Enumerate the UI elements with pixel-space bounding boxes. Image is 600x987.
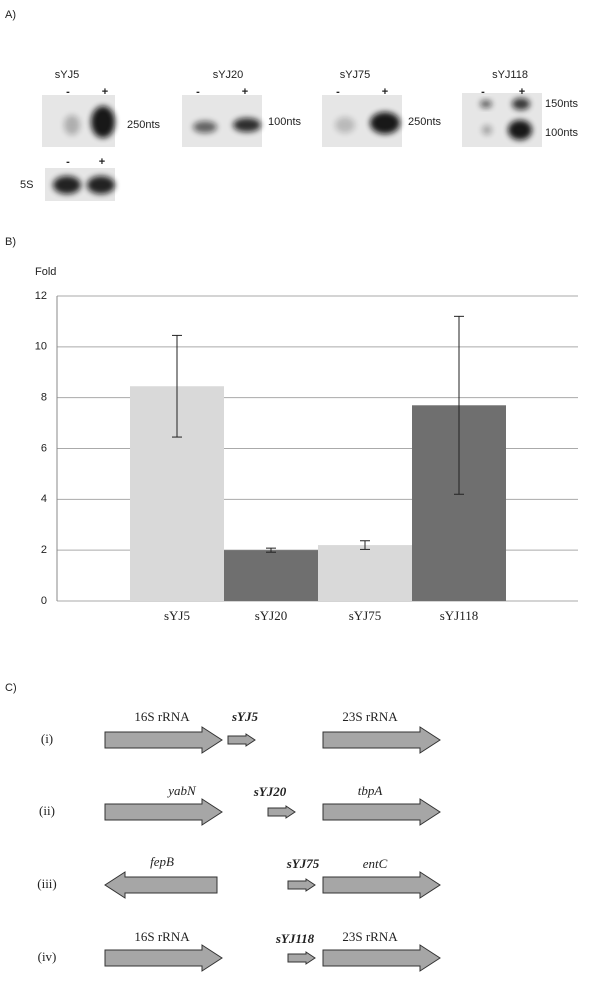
bar	[318, 545, 412, 601]
blot-band	[508, 120, 532, 140]
panel-label: A)	[5, 9, 16, 21]
lane-label: +	[102, 86, 108, 98]
panel-label: B)	[5, 236, 16, 248]
size-label: 100nts	[545, 127, 579, 139]
panel-label: C)	[5, 682, 17, 694]
x-tick-label: sYJ75	[349, 608, 382, 623]
blot-band	[335, 117, 355, 133]
error-bar	[266, 547, 276, 553]
srna-label: sYJ20	[253, 784, 287, 799]
lane-label: +	[99, 156, 105, 168]
error-bar	[454, 315, 464, 495]
srna-arrow	[287, 878, 316, 892]
error-bar	[172, 334, 182, 438]
y-tick-label: 8	[41, 392, 47, 404]
gene-label: 16S rRNA	[134, 709, 190, 724]
gene-arrow	[104, 798, 223, 826]
error-bar	[360, 540, 370, 550]
lane-label: -	[66, 86, 70, 98]
blot-name: 5S	[20, 179, 33, 191]
srna-arrow	[267, 805, 296, 819]
blot-name: sYJ20	[213, 69, 244, 81]
srna-arrow	[227, 733, 256, 747]
gene-arrow	[322, 726, 441, 754]
size-label: 250nts	[127, 119, 161, 131]
blot-name: sYJ118	[492, 69, 528, 81]
blot-band	[193, 121, 217, 133]
lane-label: -	[196, 86, 200, 98]
lane-label: +	[519, 86, 525, 98]
gene-label: 16S rRNA	[134, 929, 190, 944]
blot-band	[87, 176, 115, 194]
gene-arrow	[322, 944, 441, 972]
gene-label: tbpA	[358, 783, 383, 798]
blot-name: sYJ5	[55, 69, 79, 81]
gene-arrow	[322, 798, 441, 826]
srna-arrow	[287, 951, 316, 965]
y-tick-label: 0	[41, 595, 47, 607]
lane-label: +	[242, 86, 248, 98]
gene-arrow	[104, 871, 218, 899]
lane-label: -	[66, 156, 70, 168]
row-label: (iv)	[38, 949, 57, 964]
blot-band	[370, 112, 400, 134]
row-label: (iii)	[37, 876, 57, 891]
blot-band	[512, 98, 530, 110]
row-label: (ii)	[39, 803, 55, 818]
blot-band	[53, 176, 81, 194]
gene-arrow	[104, 944, 223, 972]
blot-band	[91, 106, 115, 138]
gene-label: yabN	[166, 783, 197, 798]
blot-image	[462, 93, 542, 147]
y-tick-label: 6	[41, 442, 47, 454]
blot-band	[233, 118, 261, 132]
size-label: 250nts	[408, 116, 442, 128]
lane-label: -	[336, 86, 340, 98]
gene-label: 23S rRNA	[342, 929, 398, 944]
blot-band	[480, 100, 492, 108]
x-tick-label: sYJ20	[255, 608, 288, 623]
size-label: 100nts	[268, 116, 302, 128]
y-axis-label: Fold	[35, 266, 56, 278]
x-tick-label: sYJ5	[164, 608, 190, 623]
y-tick-label: 4	[41, 493, 47, 505]
lane-label: +	[382, 86, 388, 98]
size-label: 150nts	[545, 98, 579, 110]
row-label: (i)	[41, 731, 53, 746]
srna-label: sYJ75	[286, 856, 320, 871]
gene-label: fepB	[150, 854, 174, 869]
gene-label: 23S rRNA	[342, 709, 398, 724]
srna-label: sYJ118	[275, 931, 315, 946]
gene-arrow	[104, 726, 223, 754]
blot-name: sYJ75	[340, 69, 371, 81]
y-tick-label: 2	[41, 544, 47, 556]
gene-arrow	[322, 871, 441, 899]
gene-label: entC	[363, 856, 388, 871]
lane-label: -	[481, 86, 485, 98]
blot-band	[64, 115, 80, 135]
srna-label: sYJ5	[231, 709, 259, 724]
y-tick-label: 12	[35, 290, 47, 302]
x-tick-label: sYJ118	[440, 608, 479, 623]
bar	[224, 550, 318, 601]
blot-band	[482, 125, 492, 135]
y-tick-label: 10	[35, 341, 47, 353]
